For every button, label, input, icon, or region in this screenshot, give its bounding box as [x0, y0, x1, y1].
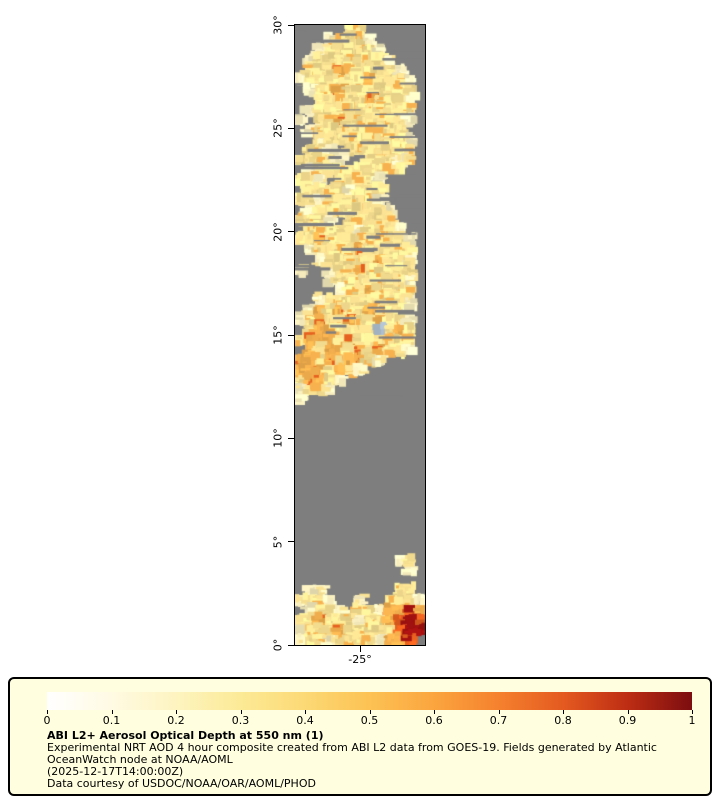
- colorbar-tick: [498, 710, 500, 714]
- legend-description-line2: OceanWatch node at NOAA/AOML: [47, 753, 233, 766]
- aod-map-plot: 30° 25° 20° 15° 10° 5° 0° -25°: [271, 15, 426, 666]
- colorbar-tick: [176, 710, 177, 714]
- colorbar-tick: [240, 710, 242, 714]
- colorbar-panel: ABI L2+ Aerosol Optical Depth at 550 nm …: [8, 677, 712, 796]
- legend-timestamp: (2025-12-17T14:00:00Z): [47, 765, 184, 778]
- y-axis-tick-label: 0°: [271, 638, 285, 652]
- colorbar-tick-label: 0: [43, 714, 51, 727]
- y-axis-tick: [288, 644, 294, 646]
- caption-block: ABI L2+ Aerosol Optical Depth at 550 nm …: [47, 730, 698, 790]
- colorbar-tick-label: 1: [688, 714, 696, 727]
- y-axis-tick: [288, 437, 294, 439]
- colorbar-tick: [47, 710, 48, 714]
- colorbar-tick-label: 0.8: [554, 714, 572, 727]
- colorbar-tick-label: 0.4: [296, 714, 314, 727]
- y-axis-tick-label: 15°: [271, 325, 285, 345]
- colorbar-tick: [434, 710, 435, 714]
- y-axis-tick-label: 10°: [271, 428, 285, 449]
- colorbar-tick-label: 0.7: [489, 714, 508, 727]
- y-axis-tick: [288, 334, 294, 336]
- colorbar-tick: [563, 710, 564, 714]
- y-axis-tick: [288, 541, 294, 543]
- y-axis-tick-label: 30°: [271, 15, 285, 35]
- colorbar-tick: [369, 710, 371, 714]
- y-axis-tick-label: 5°: [271, 535, 285, 548]
- colorbar-tick-label: 0.6: [425, 714, 443, 727]
- colorbar-tick-label: 0.3: [231, 714, 250, 727]
- legend-credit: Data courtesy of USDOC/NOAA/OAR/AOML/PHO…: [47, 777, 316, 790]
- colorbar-tick-label: 0.9: [618, 714, 637, 727]
- colorbar-gradient: [47, 692, 692, 710]
- x-axis-tick-label: -25°: [348, 653, 372, 666]
- map-frame: [294, 24, 426, 646]
- colorbar-tick: [305, 710, 306, 714]
- y-axis-tick-label: 25°: [271, 118, 285, 139]
- y-axis-tick: [288, 24, 294, 26]
- colorbar-tick-label: 0.2: [167, 714, 185, 727]
- y-axis-tick: [288, 127, 294, 129]
- colorbar-tick: [692, 710, 693, 714]
- legend-description-line1: Experimental NRT AOD 4 hour composite cr…: [47, 741, 657, 754]
- colorbar-tick-label: 0.1: [102, 714, 121, 727]
- colorbar-tick: [111, 710, 113, 714]
- aod-heatmap-canvas: [295, 25, 425, 645]
- legend-title: ABI L2+ Aerosol Optical Depth at 550 nm …: [47, 729, 324, 742]
- colorbar-tick-label: 0.5: [360, 714, 379, 727]
- y-axis-tick: [288, 231, 294, 233]
- y-axis-tick-label: 20°: [271, 221, 285, 242]
- colorbar-tick: [627, 710, 629, 714]
- x-axis-tick: [360, 646, 361, 652]
